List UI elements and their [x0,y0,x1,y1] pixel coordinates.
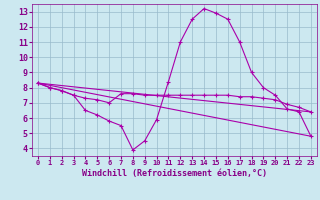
X-axis label: Windchill (Refroidissement éolien,°C): Windchill (Refroidissement éolien,°C) [82,169,267,178]
